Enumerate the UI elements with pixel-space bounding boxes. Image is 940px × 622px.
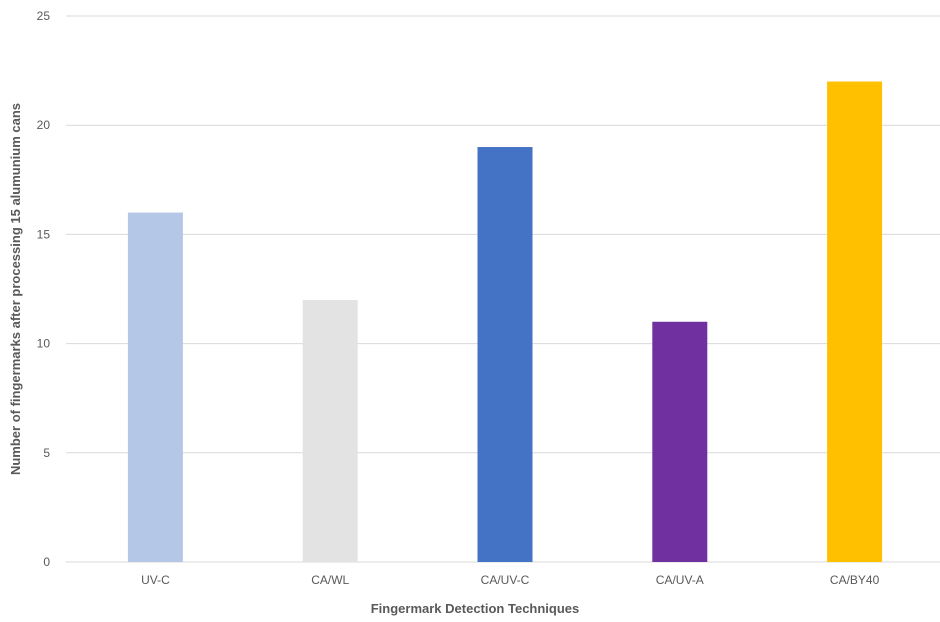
x-axis-title: Fingermark Detection Techniques [371, 601, 580, 616]
bar-ca-uv-c [477, 147, 533, 563]
y-tick-label: 5 [43, 446, 50, 460]
x-tick-label: CA/UV-C [481, 573, 530, 587]
x-tick-label: CA/WL [311, 573, 349, 587]
bar-uv-c [127, 212, 183, 562]
y-axis-title: Number of fingermarks after processing 1… [8, 103, 23, 475]
x-tick-label: CA/UV-A [656, 573, 704, 587]
bar-ca-wl [302, 299, 358, 562]
y-tick-label: 10 [37, 337, 51, 351]
y-axis-ticks: 0 5 10 15 20 25 [37, 9, 51, 569]
bar-ca-uv-a [652, 321, 708, 562]
x-axis-ticks: UV-C CA/WL CA/UV-C CA/UV-A CA/BY40 [141, 573, 880, 587]
x-tick-label: CA/BY40 [830, 573, 880, 587]
y-tick-label: 20 [37, 118, 51, 132]
y-tick-label: 0 [43, 555, 50, 569]
bars [127, 81, 883, 563]
bar-ca-by40 [827, 81, 883, 563]
y-tick-label: 25 [37, 9, 51, 23]
x-tick-label: UV-C [141, 573, 170, 587]
y-tick-label: 15 [37, 227, 51, 241]
